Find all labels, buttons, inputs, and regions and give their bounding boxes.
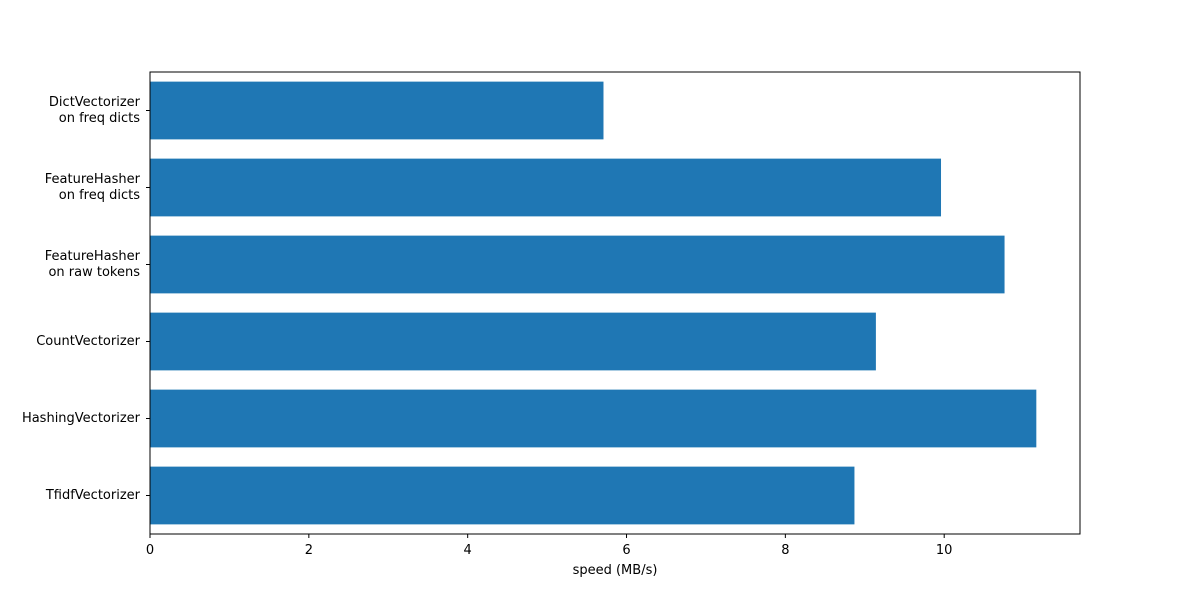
x-tick-label: 10	[936, 543, 953, 558]
x-tick-label: 2	[305, 543, 313, 558]
bar	[150, 235, 1005, 294]
x-axis-label: speed (MB/s)	[573, 563, 658, 578]
x-tick-label: 4	[464, 543, 472, 558]
bar	[150, 466, 855, 525]
plot-frame	[149, 71, 1081, 535]
y-tick-label: FeatureHasher on freq dicts	[44, 171, 140, 203]
bar	[150, 312, 876, 371]
x-tick-label: 0	[146, 543, 154, 558]
y-tick-label: HashingVectorizer	[21, 410, 140, 426]
bar	[150, 389, 1037, 448]
y-tick-label: FeatureHasher on raw tokens	[44, 248, 140, 280]
y-tick-label: DictVectorizer on freq dicts	[48, 94, 140, 126]
bar	[150, 158, 942, 217]
x-tick-label: 6	[622, 543, 630, 558]
bar	[150, 81, 604, 140]
y-tick-label: TfidfVectorizer	[45, 487, 140, 503]
y-tick-label: CountVectorizer	[36, 333, 140, 349]
x-tick-label: 8	[781, 543, 789, 558]
